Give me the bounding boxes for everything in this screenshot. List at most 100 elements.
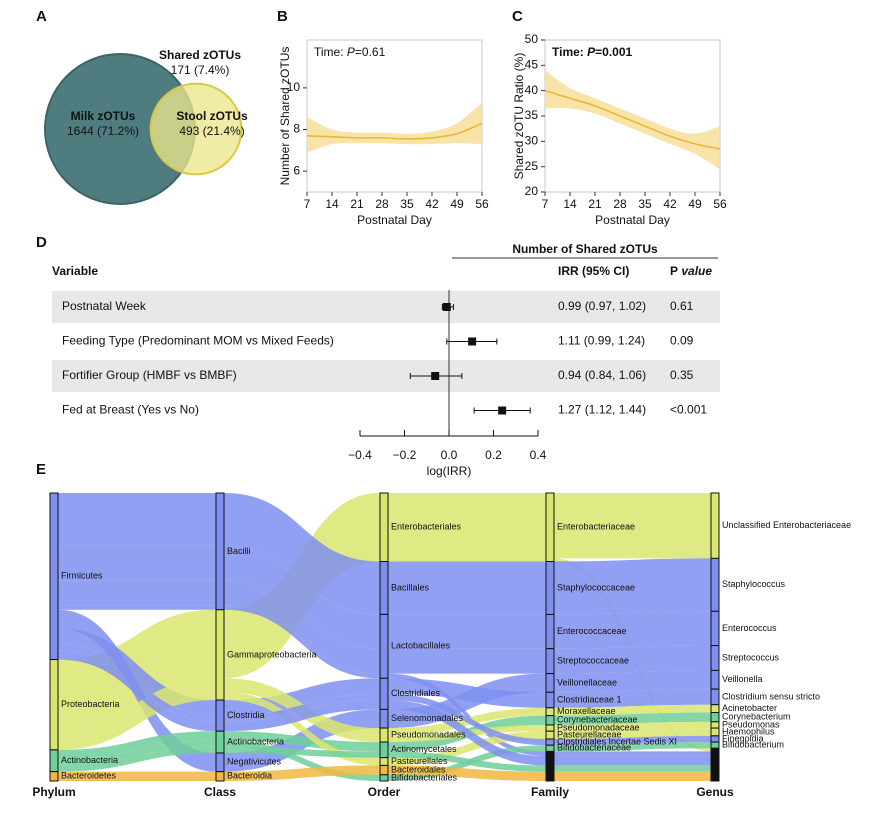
flow-ribbon [58, 678, 216, 736]
node-label: Actinobacteria [227, 736, 284, 746]
node-label: Pasteurellales [391, 756, 448, 766]
panel-label: E [36, 461, 46, 478]
flow-ribbon [388, 558, 546, 562]
node-label: Actinobacteria [61, 755, 118, 765]
panel-label: A [36, 8, 47, 25]
node-label: Staphylococcaceae [557, 582, 635, 592]
p-text: 0.35 [670, 368, 694, 382]
flow-ribbon [554, 721, 711, 732]
x-tick-label: 0.0 [441, 448, 458, 462]
row-label: Postnatal Week [62, 299, 147, 313]
node [710, 712, 720, 723]
x-tick-label: 56 [713, 197, 727, 211]
intersection-name: Shared zOTUs [159, 48, 241, 62]
x-tick-label: 28 [613, 197, 627, 211]
p-text: 0.09 [670, 334, 694, 348]
node [379, 708, 389, 729]
x-tick-label: 42 [663, 197, 677, 211]
y-tick-label: 40 [525, 83, 539, 97]
node-label: Firmicutes [61, 571, 103, 581]
node [545, 724, 555, 732]
node-label: Clostridiaceae 1 [557, 694, 622, 704]
irr-text: 1.27 (1.12, 1.44) [558, 403, 646, 417]
node-label: Bacilli [227, 546, 251, 556]
node [545, 613, 555, 650]
node-label: Clostridia [227, 710, 265, 720]
flow-ribbon [554, 765, 711, 772]
node [545, 750, 555, 782]
flow-ribbon [388, 648, 546, 674]
node [49, 492, 59, 661]
node [379, 757, 389, 766]
annotation: Time: P=0.61 [314, 45, 386, 59]
node [545, 492, 555, 562]
annotation-part: =0.61 [355, 45, 386, 59]
x-tick-label: 14 [563, 197, 577, 211]
node [710, 735, 720, 743]
flow-ribbon [554, 756, 711, 766]
node [379, 613, 389, 679]
flow-ribbon [58, 605, 216, 610]
node-label: Actinomycetales [391, 744, 457, 754]
node-label: Gammaproteobacteria [227, 649, 317, 659]
y-tick-label: 45 [525, 58, 539, 72]
node-label: Selenomonadales [391, 713, 464, 723]
y-tick-label: 30 [525, 134, 539, 148]
node-label: Finegoldia [722, 733, 764, 743]
panel-label: C [512, 8, 523, 25]
node [710, 669, 720, 690]
node-label: Bifidobacteriaceae [557, 743, 631, 753]
flow-ribbon [554, 558, 711, 615]
node [710, 747, 720, 782]
column-header: Variable [52, 264, 98, 278]
flow-ribbon [554, 645, 711, 674]
node [710, 727, 720, 737]
node [379, 677, 389, 710]
flow-ribbon [388, 493, 546, 559]
node-label: Acinetobacter [722, 703, 777, 713]
column-header-part: P [670, 264, 678, 278]
node-label: Streptococcus [722, 652, 780, 662]
node-label: Clostridiales [391, 688, 441, 698]
column-label: Order [368, 785, 401, 799]
node [545, 691, 555, 709]
flow-ribbon [554, 712, 711, 725]
annotation-part: =0.001 [595, 45, 632, 59]
flow-ribbon [58, 746, 216, 772]
annotation-part: Time: [314, 45, 347, 59]
node [710, 704, 720, 714]
row-label: Fortifier Group (HMBF vs BMBF) [62, 368, 237, 382]
node [710, 610, 720, 647]
flow-ribbon [388, 693, 546, 746]
venn-circle [149, 82, 243, 176]
plot-area [306, 39, 483, 193]
flow-ribbon [224, 580, 380, 674]
node [379, 764, 389, 776]
trend-line [306, 122, 483, 140]
point-estimate [498, 406, 507, 415]
irr-text: 1.11 (0.99, 1.24) [558, 334, 645, 348]
set-name: Milk zOTUs [71, 109, 136, 123]
node-label: Enterobacteriales [391, 522, 462, 532]
x-tick-label: 35 [400, 197, 414, 211]
flow-ribbon [554, 611, 711, 649]
y-axis-label: Number of Shared zOTUs [278, 47, 292, 186]
flow-ribbon [388, 751, 546, 772]
flow-ribbon [224, 693, 380, 722]
node [215, 730, 225, 754]
node [710, 721, 720, 729]
flow-ribbon [554, 704, 711, 716]
set-name: Stool zOTUs [176, 109, 248, 123]
node [710, 688, 720, 706]
annotation-part: P [587, 45, 596, 59]
flow-ribbon [554, 493, 711, 559]
node [215, 609, 225, 701]
row-shade [52, 360, 720, 392]
node-label: Bacteroidales [391, 764, 446, 774]
table-title: Number of Shared zOTUs [512, 242, 658, 256]
node-label: Bacillales [391, 582, 430, 592]
x-tick-label: 28 [375, 197, 389, 211]
flow-ribbon [224, 692, 380, 766]
y-tick-label: 20 [525, 184, 539, 198]
